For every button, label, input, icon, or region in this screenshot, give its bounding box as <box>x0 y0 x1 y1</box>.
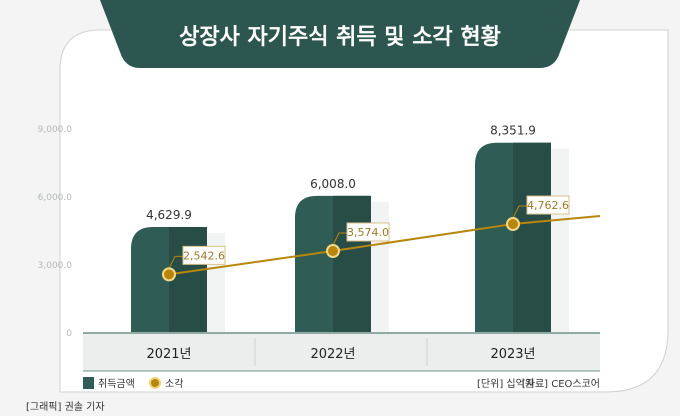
line-label-box <box>526 195 570 215</box>
legend-bar-swatch <box>83 377 94 389</box>
category-label: 2023년 <box>490 347 535 362</box>
line-value-label: 3,574.0 <box>347 226 389 239</box>
category-label: 2022년 <box>310 347 355 362</box>
bar-value-label: 4,629.9 <box>146 208 192 222</box>
callout-leader <box>332 232 347 246</box>
legend-line-marker <box>149 377 161 389</box>
bar-value-label: 8,351.9 <box>490 124 536 138</box>
bar-shade <box>513 142 551 332</box>
y-tick-label: 6,000.0 <box>38 193 73 203</box>
line-point <box>326 243 340 258</box>
category-label: 2021년 <box>146 347 191 362</box>
y-tick-label: 9,000.0 <box>38 125 73 135</box>
title-banner <box>100 0 580 68</box>
y-tick-label: 3,000.0 <box>38 261 73 271</box>
bar-shade <box>169 227 207 332</box>
line-value-label: 2,542.6 <box>183 249 225 262</box>
line-point <box>506 217 520 232</box>
line-label-box <box>182 245 226 265</box>
chart-title: 상장사 자기주식 취득 및 소각 현황 <box>179 25 501 50</box>
callout-leader <box>168 255 183 269</box>
source-note: [자료] CEO스코어 <box>522 378 600 390</box>
bar-shadow <box>551 148 569 332</box>
line-series <box>168 215 601 276</box>
line-value-label: 4,762.6 <box>527 199 569 212</box>
legend-line-label: 소각 <box>165 378 183 390</box>
credit-note: [그래픽] 권솔 기자 <box>26 401 105 413</box>
bar-shade <box>333 195 371 332</box>
bar-value-label: 6,008.0 <box>310 177 356 191</box>
y-tick-label: 0 <box>66 329 72 339</box>
bar-shadow <box>371 201 389 332</box>
callout-leader <box>512 205 527 219</box>
line-point <box>162 267 176 282</box>
category-band <box>83 333 600 371</box>
unit-note: [단위] 십억원 <box>477 377 534 390</box>
line-label-box <box>346 222 390 242</box>
legend: 취득금액 소각 <box>83 377 183 390</box>
legend-bar-label: 취득금액 <box>98 378 135 390</box>
